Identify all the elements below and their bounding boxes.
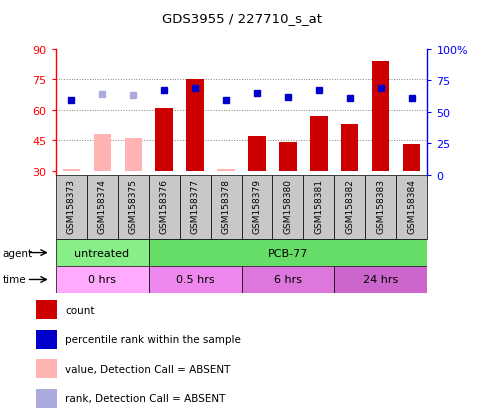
FancyBboxPatch shape (397, 176, 427, 240)
FancyBboxPatch shape (334, 266, 427, 293)
Bar (62, 169, 80, 171)
Text: 0 hrs: 0 hrs (88, 275, 116, 285)
FancyBboxPatch shape (211, 176, 242, 240)
FancyBboxPatch shape (334, 176, 366, 240)
FancyBboxPatch shape (117, 176, 149, 240)
Text: GSM158384: GSM158384 (408, 179, 416, 233)
Text: GSM158383: GSM158383 (376, 179, 385, 234)
Bar (248, 137, 266, 171)
Text: untreated: untreated (74, 248, 129, 258)
FancyBboxPatch shape (86, 176, 117, 240)
Bar (36, 301, 57, 319)
Bar (217, 169, 235, 171)
Text: GSM158376: GSM158376 (159, 179, 169, 234)
Text: PCB-77: PCB-77 (268, 248, 308, 258)
Text: GSM158374: GSM158374 (98, 179, 107, 233)
FancyBboxPatch shape (242, 176, 272, 240)
Bar (156, 109, 172, 171)
Text: GDS3955 / 227710_s_at: GDS3955 / 227710_s_at (161, 12, 322, 25)
Text: agent: agent (2, 248, 32, 258)
Text: percentile rank within the sample: percentile rank within the sample (65, 335, 241, 344)
FancyBboxPatch shape (366, 176, 397, 240)
Bar (403, 145, 421, 171)
FancyBboxPatch shape (149, 240, 427, 266)
Bar (94, 135, 111, 171)
Text: time: time (2, 275, 26, 285)
Text: GSM158382: GSM158382 (345, 179, 355, 233)
Text: rank, Detection Call = ABSENT: rank, Detection Call = ABSENT (65, 393, 226, 403)
Bar (341, 125, 358, 171)
Text: 6 hrs: 6 hrs (274, 275, 302, 285)
Text: GSM158373: GSM158373 (67, 179, 75, 234)
Bar (125, 139, 142, 171)
Bar (36, 359, 57, 378)
FancyBboxPatch shape (56, 240, 149, 266)
Text: 24 hrs: 24 hrs (363, 275, 398, 285)
Bar (36, 389, 57, 408)
Text: value, Detection Call = ABSENT: value, Detection Call = ABSENT (65, 364, 230, 374)
FancyBboxPatch shape (56, 176, 86, 240)
Bar (186, 80, 203, 171)
Bar (372, 62, 389, 171)
FancyBboxPatch shape (149, 176, 180, 240)
Text: GSM158380: GSM158380 (284, 179, 293, 234)
Bar (280, 143, 297, 171)
Bar (311, 116, 327, 171)
FancyBboxPatch shape (303, 176, 334, 240)
FancyBboxPatch shape (56, 266, 149, 293)
Text: GSM158377: GSM158377 (190, 179, 199, 234)
Text: count: count (65, 305, 95, 315)
Text: GSM158378: GSM158378 (222, 179, 230, 234)
Text: GSM158375: GSM158375 (128, 179, 138, 234)
FancyBboxPatch shape (272, 176, 303, 240)
Text: 0.5 hrs: 0.5 hrs (176, 275, 214, 285)
FancyBboxPatch shape (180, 176, 211, 240)
Text: GSM158379: GSM158379 (253, 179, 261, 234)
FancyBboxPatch shape (149, 266, 242, 293)
Text: GSM158381: GSM158381 (314, 179, 324, 234)
FancyBboxPatch shape (242, 266, 334, 293)
Bar (36, 330, 57, 349)
